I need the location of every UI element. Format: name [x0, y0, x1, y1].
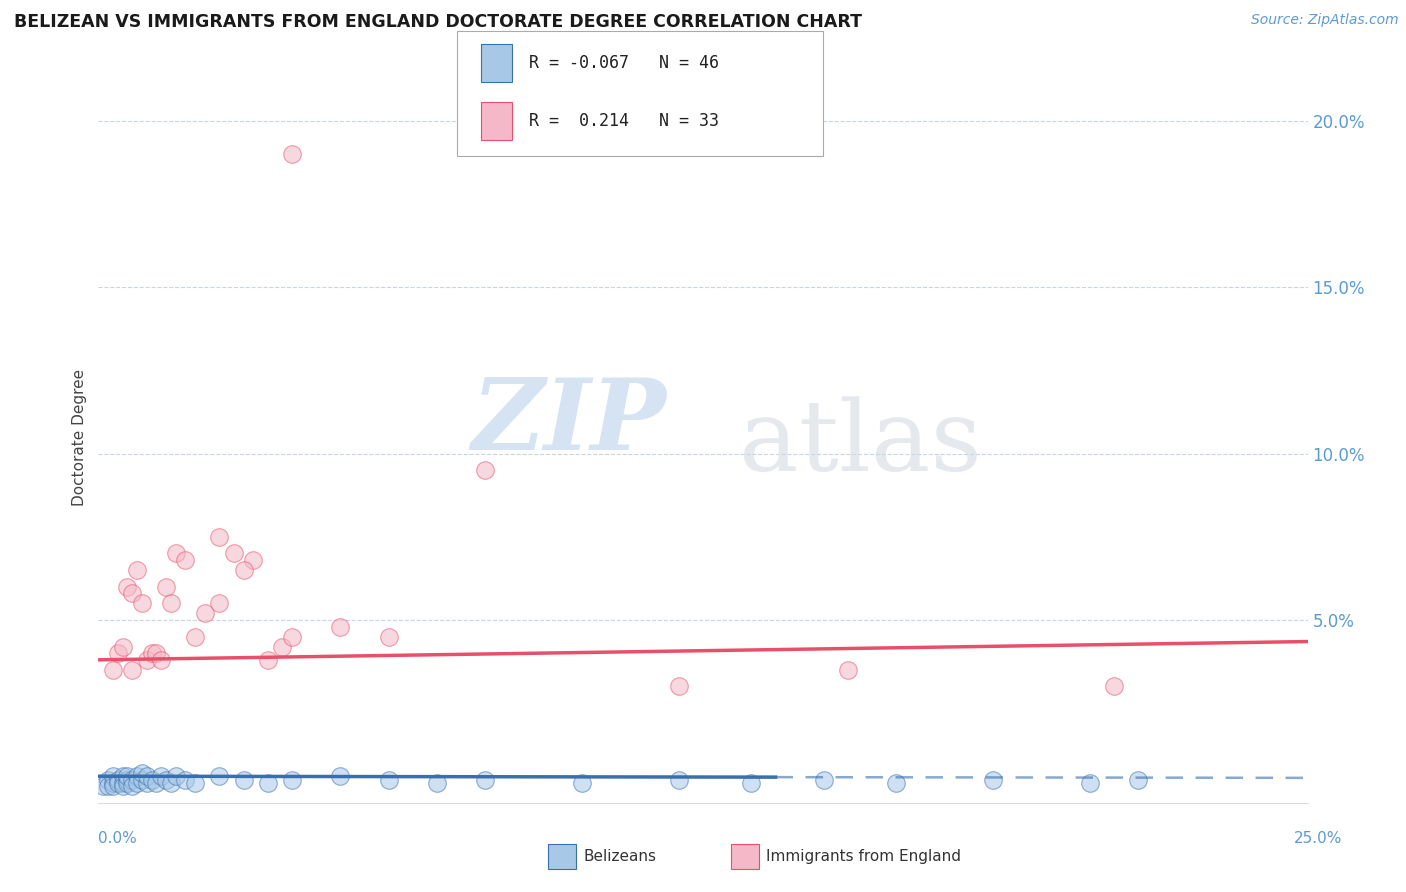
Text: Belizeans: Belizeans — [583, 849, 657, 863]
Point — [101, 769, 124, 783]
Text: R = -0.067   N = 46: R = -0.067 N = 46 — [529, 54, 718, 71]
Point — [150, 653, 173, 667]
Point — [127, 776, 149, 790]
Point — [1078, 776, 1101, 790]
Point — [232, 772, 254, 787]
Point — [668, 772, 690, 787]
Point — [208, 769, 231, 783]
Text: 0.0%: 0.0% — [98, 831, 138, 846]
Point — [121, 779, 143, 793]
Point — [242, 553, 264, 567]
Point — [117, 580, 139, 594]
Point — [981, 772, 1004, 787]
Point — [107, 646, 129, 660]
Point — [474, 772, 496, 787]
Point — [135, 653, 157, 667]
Point — [121, 663, 143, 677]
Point — [101, 779, 124, 793]
Text: 25.0%: 25.0% — [1295, 831, 1343, 846]
Point — [281, 147, 304, 161]
Text: Immigrants from England: Immigrants from England — [766, 849, 962, 863]
Point — [160, 596, 183, 610]
Text: Source: ZipAtlas.com: Source: ZipAtlas.com — [1251, 13, 1399, 28]
Point — [111, 779, 134, 793]
Point — [174, 772, 197, 787]
Point — [740, 776, 762, 790]
Point — [886, 776, 908, 790]
Point — [131, 772, 153, 787]
Point — [813, 772, 835, 787]
Point — [121, 772, 143, 787]
Point — [474, 463, 496, 477]
Point — [91, 779, 114, 793]
Point — [97, 779, 120, 793]
Y-axis label: Doctorate Degree: Doctorate Degree — [72, 368, 87, 506]
Point — [1128, 772, 1150, 787]
Point — [1102, 680, 1125, 694]
Point — [111, 776, 134, 790]
Point — [668, 680, 690, 694]
Point — [222, 546, 245, 560]
Point — [571, 776, 593, 790]
Point — [256, 653, 278, 667]
Point — [184, 630, 207, 644]
Text: atlas: atlas — [740, 397, 981, 492]
Point — [131, 596, 153, 610]
Point — [194, 607, 217, 621]
Point — [837, 663, 859, 677]
Point — [208, 530, 231, 544]
Point — [141, 646, 163, 660]
Point — [117, 776, 139, 790]
Point — [107, 776, 129, 790]
Point — [256, 776, 278, 790]
Point — [97, 772, 120, 787]
Point — [281, 772, 304, 787]
Point — [101, 663, 124, 677]
Point — [155, 580, 177, 594]
Point — [329, 769, 352, 783]
Point — [101, 776, 124, 790]
Point — [135, 776, 157, 790]
Point — [160, 776, 183, 790]
Text: R =  0.214   N = 33: R = 0.214 N = 33 — [529, 112, 718, 129]
Point — [111, 769, 134, 783]
Point — [281, 630, 304, 644]
Text: BELIZEAN VS IMMIGRANTS FROM ENGLAND DOCTORATE DEGREE CORRELATION CHART: BELIZEAN VS IMMIGRANTS FROM ENGLAND DOCT… — [14, 13, 862, 31]
Point — [426, 776, 449, 790]
Point — [107, 772, 129, 787]
Point — [150, 769, 173, 783]
Point — [377, 772, 399, 787]
Point — [145, 646, 167, 660]
Point — [117, 769, 139, 783]
Point — [141, 772, 163, 787]
Point — [135, 769, 157, 783]
Point — [174, 553, 197, 567]
Point — [111, 640, 134, 654]
Point — [127, 563, 149, 577]
Point — [165, 769, 187, 783]
Point — [208, 596, 231, 610]
Point — [117, 772, 139, 787]
Point — [271, 640, 294, 654]
Point — [184, 776, 207, 790]
Point — [155, 772, 177, 787]
Point — [377, 630, 399, 644]
Point — [145, 776, 167, 790]
Point — [127, 769, 149, 783]
Point — [165, 546, 187, 560]
Point — [131, 765, 153, 780]
Point — [232, 563, 254, 577]
Text: ZIP: ZIP — [472, 375, 666, 471]
Point — [121, 586, 143, 600]
Point — [329, 619, 352, 633]
